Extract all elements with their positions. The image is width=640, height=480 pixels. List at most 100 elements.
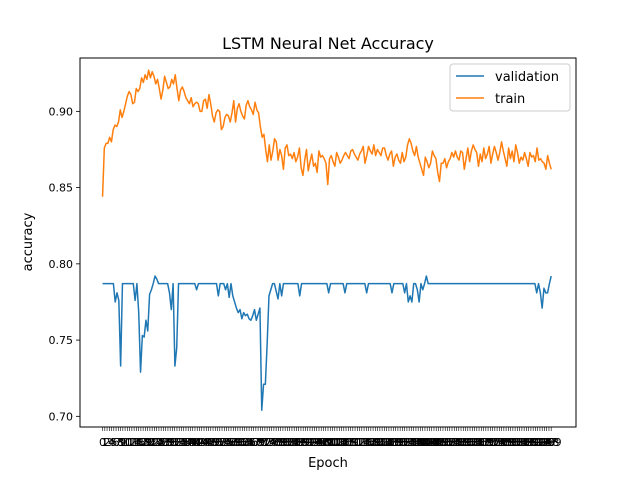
- x-tick-label: 78: [271, 436, 285, 449]
- x-tick-label: 196: [534, 436, 555, 449]
- x-tick-label: 66: [244, 436, 258, 449]
- y-tick-label: 0.75: [49, 334, 74, 347]
- y-axis-label: accuracy: [21, 212, 36, 271]
- x-tick-label: 122: [367, 436, 388, 449]
- legend: validation train: [449, 63, 571, 112]
- x-tick-label: 162: [457, 436, 478, 449]
- x-tick-label: 186: [511, 436, 532, 449]
- x-tick-label: 59: [229, 436, 243, 449]
- x-tick-label: 128: [381, 436, 402, 449]
- y-tick-label: 0.90: [49, 105, 74, 118]
- x-tick-label: 187: [514, 436, 535, 449]
- x-tick-label: 90: [298, 436, 312, 449]
- x-tick-label: 129: [383, 436, 404, 449]
- x-tick-label: 106: [331, 436, 352, 449]
- x-tick-label: 52: [213, 436, 227, 449]
- x-tick-label: 28: [159, 436, 173, 449]
- x-tick-label: 121: [365, 436, 386, 449]
- x-tick-label: 5: [110, 436, 117, 449]
- x-tick-label: 138: [403, 436, 424, 449]
- x-tick-label: 60: [231, 436, 245, 449]
- x-tick-label: 76: [267, 436, 281, 449]
- x-tick-label: 192: [525, 436, 546, 449]
- x-tick-label: 63: [238, 436, 252, 449]
- x-tick-label: 177: [491, 436, 512, 449]
- x-tick-label: 101: [320, 436, 341, 449]
- x-tick-label: 134: [394, 436, 415, 449]
- x-tick-label: 94: [307, 436, 321, 449]
- x-tick-label: 189: [518, 436, 539, 449]
- x-tick-label: 55: [220, 436, 234, 449]
- x-tick-label: 61: [233, 436, 247, 449]
- x-axis-label: Epoch: [308, 456, 348, 471]
- x-tick-label: 18: [136, 436, 150, 449]
- x-tick-label: 132: [390, 436, 411, 449]
- x-tick-label: 197: [536, 436, 557, 449]
- x-tick-label: 135: [396, 436, 417, 449]
- x-tick-label: 33: [170, 436, 184, 449]
- x-tick-label: 151: [432, 436, 453, 449]
- x-tick-label: 6: [113, 436, 120, 449]
- x-tick-label: 20: [141, 436, 155, 449]
- x-tick-label: 111: [342, 436, 363, 449]
- x-tick-label: 125: [374, 436, 395, 449]
- x-tick-label: 161: [455, 436, 476, 449]
- x-tick-label: 96: [312, 436, 326, 449]
- x-tick-label: 117: [356, 436, 377, 449]
- x-tick-label: 139: [405, 436, 426, 449]
- x-tick-label: 45: [197, 436, 211, 449]
- x-tick-label: 30: [163, 436, 177, 449]
- x-tick-label: 56: [222, 436, 236, 449]
- x-tick-label: 169: [473, 436, 494, 449]
- x-tick-label: 163: [460, 436, 481, 449]
- x-tick-label: 110: [340, 436, 361, 449]
- x-tick-label: 27: [156, 436, 170, 449]
- x-tick-label: 145: [419, 436, 440, 449]
- x-tick-label: 157: [446, 436, 467, 449]
- x-tick-label: 120: [363, 436, 384, 449]
- x-tick-label: 174: [484, 436, 505, 449]
- x-tick-label: 195: [532, 436, 553, 449]
- x-tick-label: 112: [345, 436, 366, 449]
- x-tick-label: 4: [108, 436, 115, 449]
- x-tick-label: 114: [349, 436, 370, 449]
- x-tick-label: 14: [127, 436, 141, 449]
- y-tick-label: 0.85: [49, 182, 74, 195]
- x-tick-label: 127: [378, 436, 399, 449]
- x-tick-label: 23: [147, 436, 161, 449]
- legend-label-validation: validation: [495, 70, 559, 85]
- x-tick-label: 155: [442, 436, 463, 449]
- x-tick-label: 24: [150, 436, 164, 449]
- x-tick-label: 185: [509, 436, 530, 449]
- x-tick-label: 172: [480, 436, 501, 449]
- x-tick-label: 68: [249, 436, 263, 449]
- x-tick-label: 158: [448, 436, 469, 449]
- x-tick-label: 80: [276, 436, 290, 449]
- x-tick-label: 75: [265, 436, 279, 449]
- x-tick-label: 156: [444, 436, 465, 449]
- legend-label-train: train: [495, 92, 525, 107]
- y-axis-ticks: 0.70 0.75 0.80 0.85 0.90: [49, 105, 80, 423]
- x-tick-label: 40: [186, 436, 200, 449]
- x-tick-label: 57: [224, 436, 238, 449]
- x-tick-label: 21: [143, 436, 157, 449]
- x-tick-label: 119: [360, 436, 381, 449]
- x-tick-label: 36: [177, 436, 191, 449]
- x-tick-label: 149: [428, 436, 449, 449]
- x-tick-label: 47: [202, 436, 216, 449]
- x-tick-label: 166: [466, 436, 487, 449]
- x-tick-label: 164: [462, 436, 483, 449]
- x-tick-label: 82: [280, 436, 294, 449]
- x-tick-label: 86: [289, 436, 303, 449]
- x-tick-label: 79: [274, 436, 288, 449]
- x-tick-label: 136: [399, 436, 420, 449]
- y-tick-label: 0.80: [49, 258, 74, 271]
- x-tick-label: 10: [118, 436, 132, 449]
- x-tick-label: 62: [235, 436, 249, 449]
- x-tick-label: 17: [134, 436, 148, 449]
- x-tick-label: 49: [206, 436, 220, 449]
- x-tick-label: 41: [188, 436, 202, 449]
- x-tick-label: 150: [430, 436, 451, 449]
- x-tick-label: 116: [354, 436, 375, 449]
- x-tick-label: 46: [199, 436, 213, 449]
